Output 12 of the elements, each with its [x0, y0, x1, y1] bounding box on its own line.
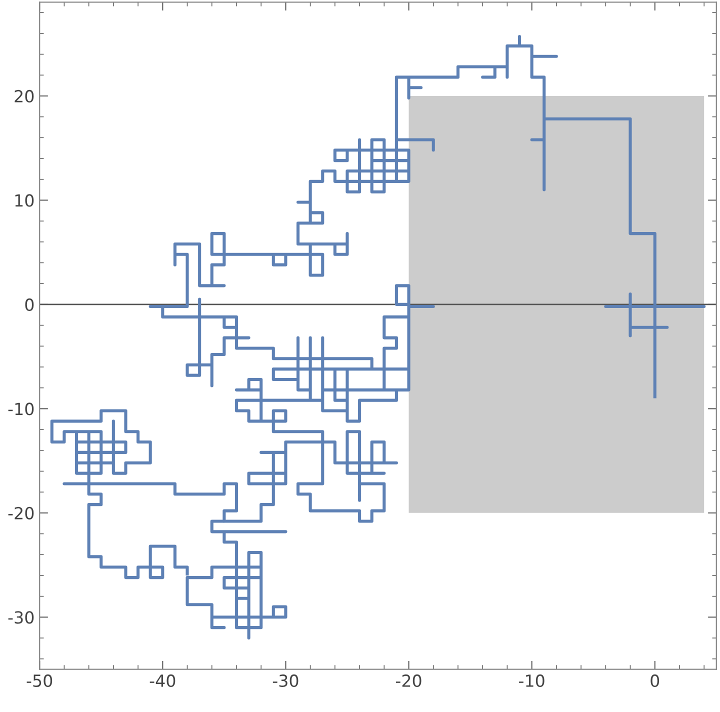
x-tick-label: 0	[650, 674, 660, 688]
x-tick-label: -20	[396, 674, 422, 688]
y-tick-label: 0	[25, 298, 34, 312]
x-tick-label: -40	[150, 674, 176, 688]
y-tick-label: -20	[8, 506, 34, 520]
y-tick-label: -30	[8, 611, 34, 624]
x-tick-label: -50	[26, 674, 52, 688]
x-tick-label: -10	[519, 674, 544, 688]
y-tick-label: 20	[14, 90, 34, 103]
x-tick-label: -30	[272, 674, 298, 688]
y-tick-label: 10	[15, 194, 34, 207]
y-tick-label: -10	[8, 402, 34, 416]
